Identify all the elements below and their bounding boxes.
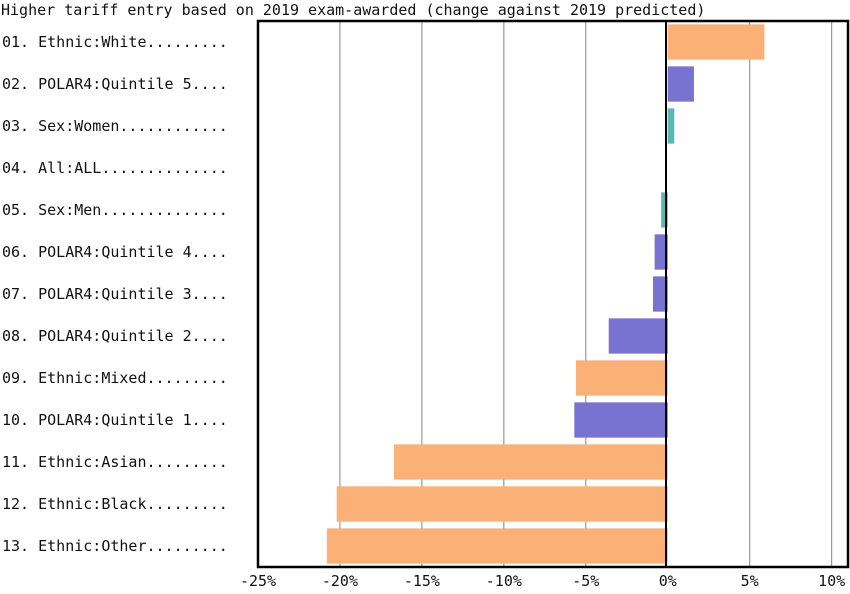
grid-lines (339, 21, 833, 567)
category-label: 01. Ethnic:White......... (2, 33, 228, 51)
bar (667, 66, 694, 102)
x-tick-label: -20% (322, 572, 358, 589)
category-label: 09. Ethnic:Mixed......... (2, 369, 228, 387)
plot-frame (256, 19, 850, 569)
bar (575, 360, 668, 396)
x-tick-label: -5% (572, 572, 599, 589)
category-label: 07. POLAR4:Quintile 3.... (2, 285, 228, 303)
category-label: 08. POLAR4:Quintile 2.... (2, 327, 228, 345)
x-tick-label: -10% (486, 572, 522, 589)
chart-title: Higher tariff entry based on 2019 exam-a… (1, 1, 705, 19)
bar (574, 402, 668, 438)
bar (654, 234, 668, 270)
category-label: 13. Ethnic:Other......... (2, 537, 228, 555)
bar (336, 486, 668, 522)
x-tick-label: -15% (404, 572, 440, 589)
category-label: 02. POLAR4:Quintile 5.... (2, 75, 228, 93)
category-label: 03. Sex:Women............ (2, 117, 228, 135)
category-labels: 01. Ethnic:White......... 02. POLAR4:Quin… (2, 33, 228, 555)
bar (394, 444, 668, 480)
x-axis-ticks: -25% -20% -15% -10% -5% 0% 5% 10% (240, 572, 845, 590)
bar (667, 108, 675, 144)
category-label: 10. POLAR4:Quintile 1.... (2, 411, 228, 429)
category-label: 05. Sex:Men.............. (2, 201, 228, 219)
bar (661, 192, 668, 228)
bar (326, 528, 668, 564)
bar (608, 318, 668, 354)
bar (667, 24, 765, 60)
category-label: 04. All:ALL.............. (2, 159, 228, 177)
bar (652, 276, 668, 312)
category-label: 12. Ethnic:Black......... (2, 495, 228, 513)
x-tick-label: 5% (741, 572, 759, 589)
x-tick-label: 0% (659, 572, 677, 589)
category-label: 11. Ethnic:Asian......... (2, 453, 228, 471)
category-label: 06. POLAR4:Quintile 4.... (2, 243, 228, 261)
bars (326, 24, 765, 564)
x-tick-label: -25% (240, 572, 276, 589)
x-tick-label: 10% (818, 572, 845, 589)
